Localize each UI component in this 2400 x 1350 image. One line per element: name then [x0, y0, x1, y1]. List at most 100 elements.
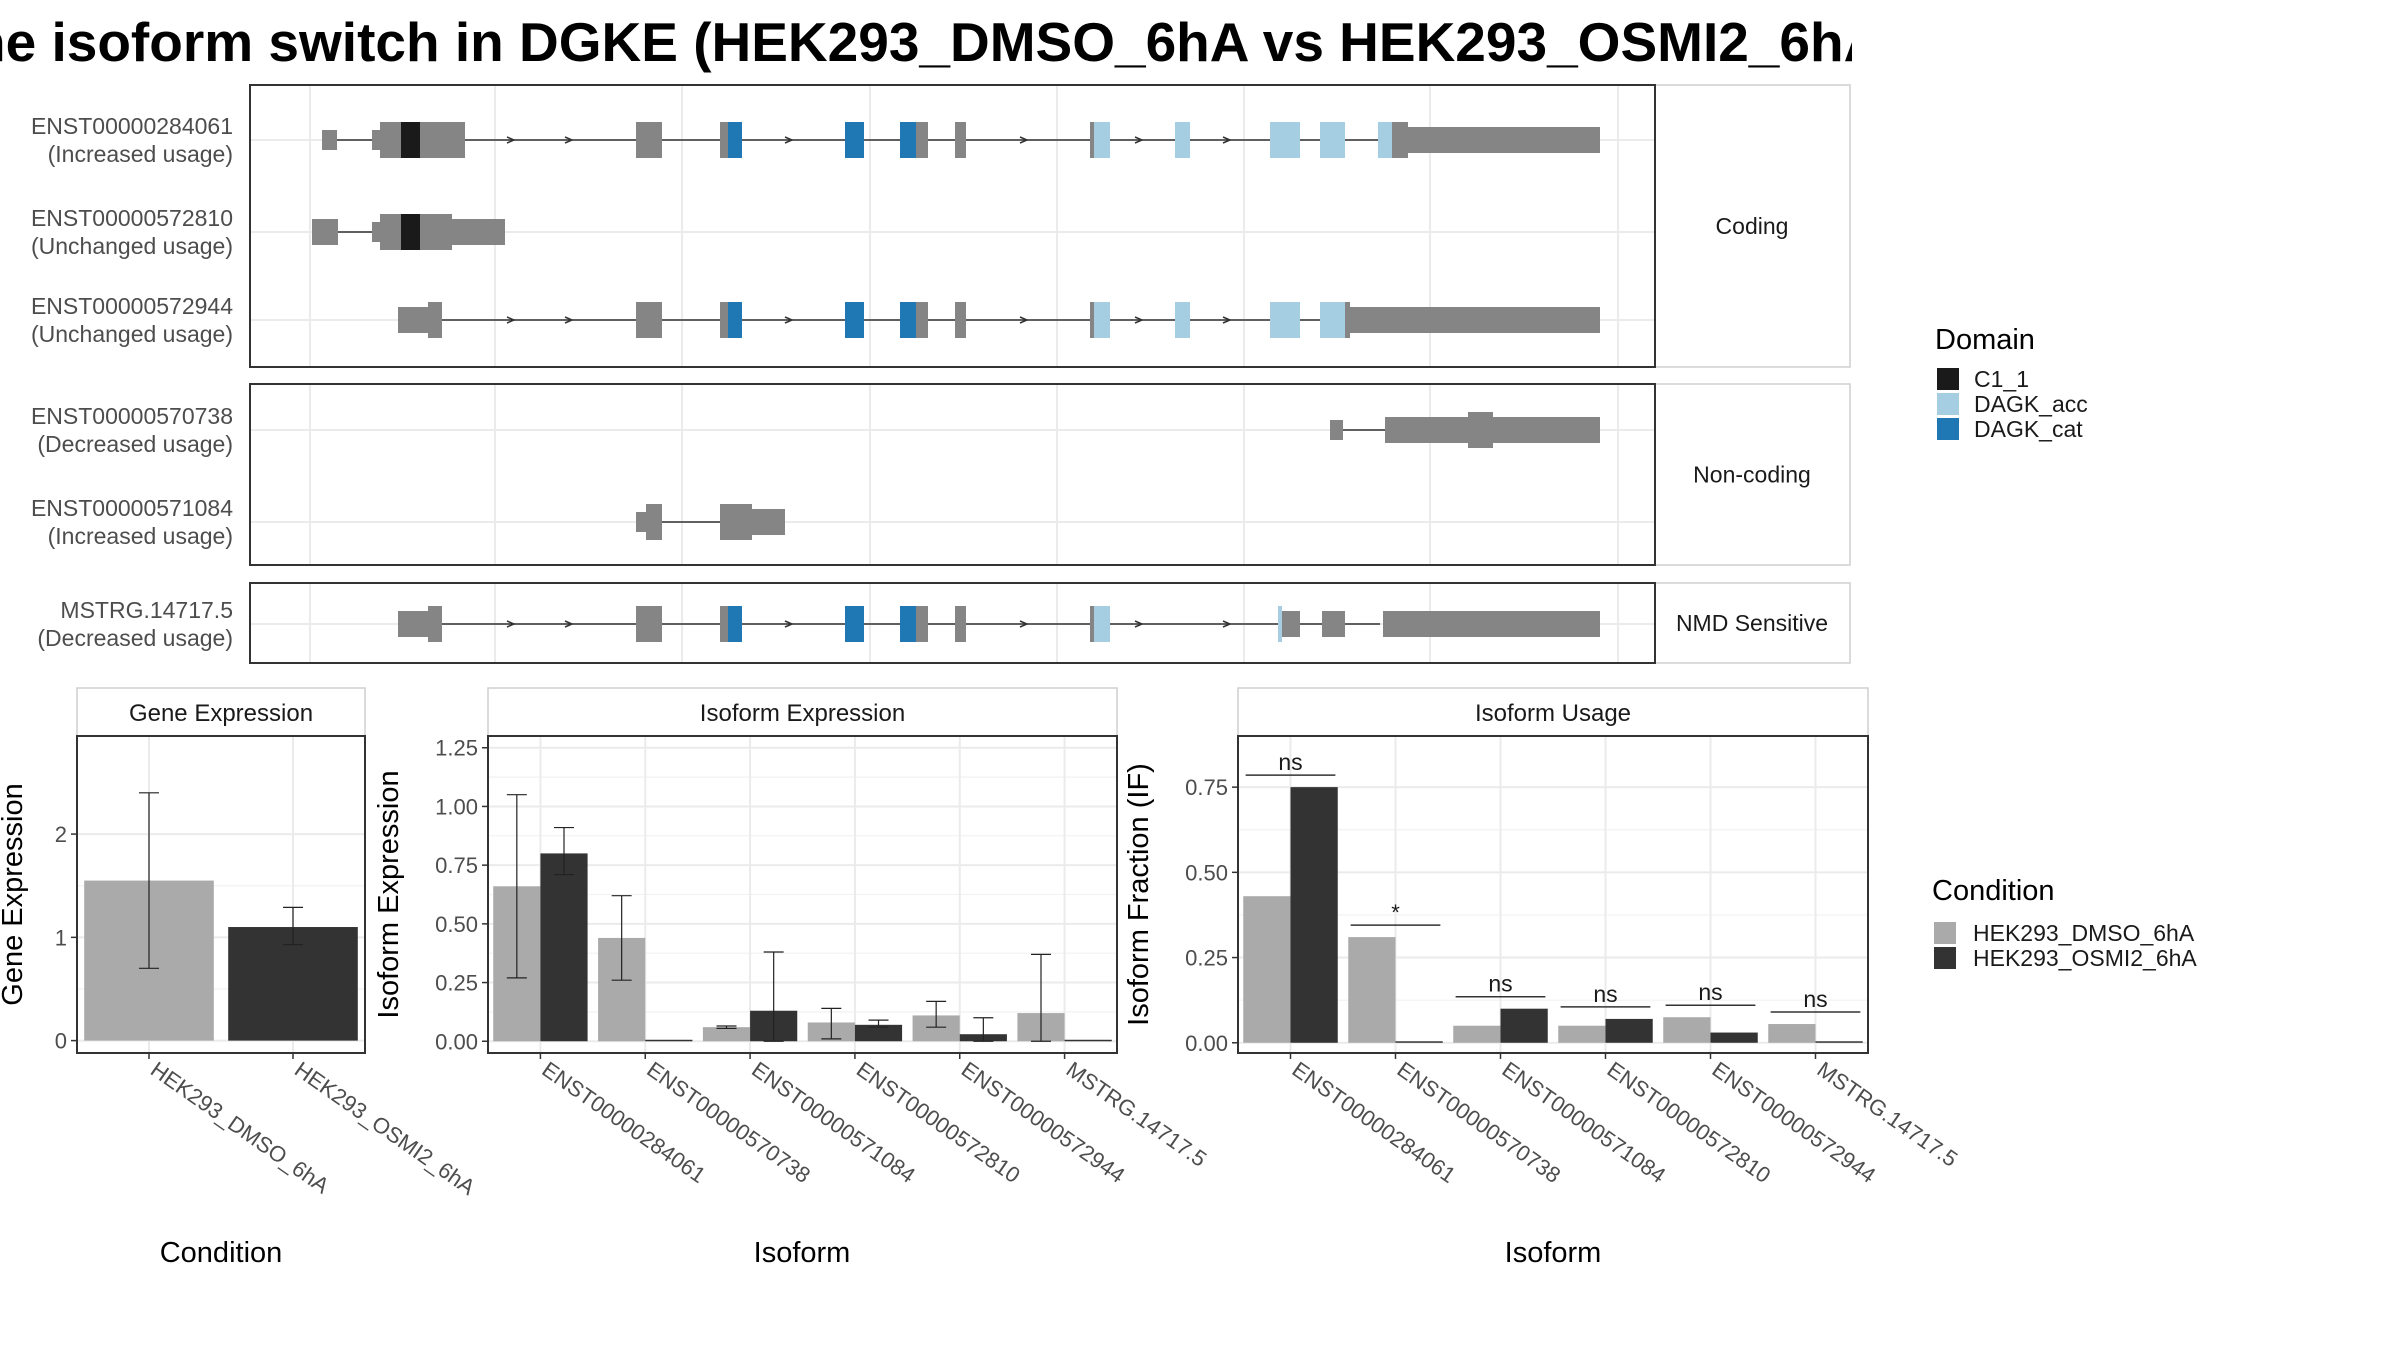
- exon: [1383, 611, 1600, 637]
- figure-title: he isoform switch in DGKE (HEK293_DMSO_6…: [0, 11, 1852, 73]
- transcript-model: [398, 302, 1600, 338]
- domain-c1-1: [401, 122, 420, 158]
- exon: [636, 302, 662, 338]
- domain-dagk-acc: [1278, 606, 1282, 642]
- strand-arrow: [1222, 620, 1232, 628]
- domain-legend-label: DAGK_cat: [1974, 416, 2083, 442]
- exon: [636, 512, 646, 532]
- exon: [312, 219, 338, 245]
- strand-arrow: [506, 136, 516, 144]
- strand-arrow: [564, 316, 574, 324]
- bar: [1768, 1024, 1816, 1043]
- bar-panel: Gene Expression012HEK293_DMSO_6hAHEK293_…: [0, 687, 480, 1269]
- facet-strip: [1654, 582, 1851, 664]
- exon: [1345, 302, 1350, 338]
- transcript-usage-label: (Unchanged usage): [31, 321, 233, 347]
- domain-dagk-cat: [728, 302, 742, 338]
- exon: [1350, 307, 1600, 333]
- significance-label: ns: [1698, 979, 1722, 1005]
- exon: [452, 219, 505, 245]
- panel-strip: [1237, 687, 1869, 737]
- domain-c1-1: [401, 214, 420, 250]
- strand-arrow: [1134, 136, 1144, 144]
- transcript-model: [636, 504, 785, 540]
- domain-dagk-acc: [1378, 122, 1392, 158]
- bar: [1558, 1025, 1606, 1043]
- transcript-usage-label: (Unchanged usage): [31, 233, 233, 259]
- exon: [420, 214, 452, 250]
- y-tick-label: 1.25: [435, 736, 478, 761]
- condition-legend-key: [1934, 922, 1956, 944]
- bar: [1290, 787, 1338, 1043]
- bar: [1064, 1039, 1112, 1042]
- condition-legend-title: Condition: [1932, 875, 2055, 907]
- exon: [720, 504, 752, 540]
- transcript-facet: NMD Sensitive: [249, 582, 1851, 664]
- bar: [645, 1039, 693, 1042]
- strand-arrow: [564, 136, 574, 144]
- bar: [854, 1024, 903, 1042]
- exon: [1392, 122, 1408, 158]
- exon: [916, 606, 928, 642]
- domain-legend-key: [1937, 418, 1959, 440]
- domain-dagk-acc: [1320, 302, 1345, 338]
- strand-arrow: [1019, 316, 1029, 324]
- domain-dagk-acc: [1094, 122, 1110, 158]
- facet-strip-label: NMD Sensitive: [1676, 610, 1828, 636]
- transcript-facet: Non-coding: [249, 383, 1851, 566]
- y-axis-title: Isoform Fraction (IF): [1123, 763, 1155, 1026]
- exon: [372, 222, 380, 242]
- exon: [1090, 302, 1094, 338]
- facet-frame: [249, 582, 1656, 664]
- domain-dagk-cat: [728, 122, 742, 158]
- exon: [372, 130, 380, 150]
- domain-dagk-acc: [1175, 122, 1190, 158]
- bar: [1453, 1025, 1501, 1043]
- panel-title: Gene Expression: [129, 700, 313, 727]
- domain-dagk-cat: [845, 302, 864, 338]
- domain-legend-key: [1937, 393, 1959, 415]
- x-axis-title: Isoform: [1505, 1237, 1602, 1269]
- significance-label: ns: [1278, 749, 1302, 775]
- bar: [1663, 1017, 1711, 1043]
- domain-dagk-acc: [1175, 302, 1190, 338]
- domain-dagk-cat: [900, 302, 916, 338]
- transcript-id-label: ENST00000572810: [31, 205, 233, 231]
- panel-title: Isoform Expression: [700, 700, 905, 727]
- significance-label: *: [1391, 900, 1400, 925]
- exon: [398, 611, 428, 637]
- bar: [1395, 1041, 1443, 1043]
- exon: [428, 302, 442, 338]
- bar: [228, 927, 358, 1041]
- transcript-id-label: ENST00000571084: [31, 495, 233, 521]
- bar: [702, 1027, 751, 1042]
- facet-strip-label: Non-coding: [1693, 462, 1811, 488]
- exon: [752, 509, 785, 535]
- y-tick-label: 0.50: [1185, 860, 1228, 885]
- strand-arrow: [1019, 620, 1029, 628]
- facet-frame: [249, 84, 1656, 368]
- strand-arrow: [784, 136, 794, 144]
- strand-arrow: [506, 620, 516, 628]
- domain-dagk-acc: [1094, 302, 1110, 338]
- exon: [380, 214, 401, 250]
- exon: [398, 307, 428, 333]
- strand-arrow: [784, 316, 794, 324]
- exon: [646, 504, 662, 540]
- x-axis-title: Condition: [160, 1237, 283, 1269]
- exon: [1493, 417, 1600, 443]
- transcript-id-label: MSTRG.14717.5: [60, 597, 233, 623]
- domain-dagk-cat: [900, 122, 916, 158]
- exon: [1282, 611, 1300, 637]
- panel-strip: [487, 687, 1118, 737]
- facet-background: [250, 384, 1655, 565]
- significance-label: ns: [1488, 971, 1512, 997]
- y-tick-label: 1.00: [435, 794, 478, 819]
- domain-dagk-acc: [1320, 122, 1345, 158]
- y-tick-label: 0.00: [435, 1029, 478, 1054]
- condition-legend-label: HEK293_DMSO_6hA: [1973, 920, 2195, 946]
- y-tick-label: 0.25: [1185, 946, 1228, 971]
- exon: [916, 302, 928, 338]
- strand-arrow: [1134, 316, 1144, 324]
- exon: [1090, 122, 1094, 158]
